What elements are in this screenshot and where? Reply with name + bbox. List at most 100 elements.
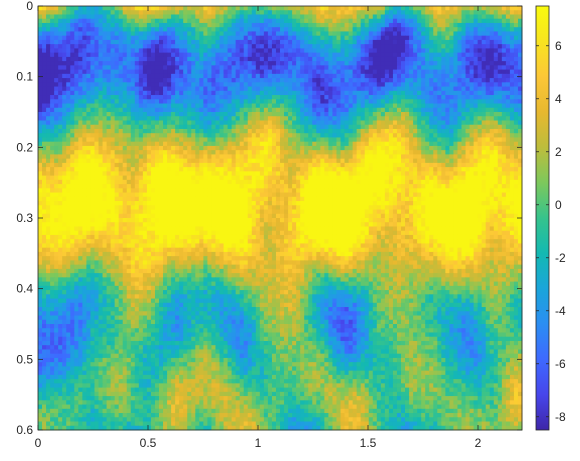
heatmap-cell <box>130 103 136 109</box>
heatmap-cell <box>388 103 394 109</box>
heatmap-cell <box>284 141 289 147</box>
heatmap-cell <box>54 35 59 41</box>
heatmap-cell <box>211 27 216 32</box>
heatmap-cell <box>437 82 442 88</box>
heatmap-cell <box>271 171 277 177</box>
heatmap-cell <box>360 162 366 168</box>
heatmap-cell <box>356 69 362 75</box>
heatmap-cell <box>243 78 249 83</box>
heatmap-cell <box>179 44 184 49</box>
heatmap-cell <box>336 99 341 105</box>
heatmap-cell <box>469 61 475 66</box>
heatmap-cell <box>259 52 265 58</box>
heatmap-cell <box>267 10 273 15</box>
heatmap-cell <box>497 90 503 96</box>
heatmap-cell <box>171 65 176 71</box>
heatmap-cell <box>54 73 59 79</box>
heatmap-cell <box>417 167 422 172</box>
heatmap-cell <box>493 154 499 160</box>
heatmap-cell <box>356 107 362 113</box>
heatmap-cell <box>405 86 410 92</box>
heatmap-cell <box>417 158 422 164</box>
heatmap-cell <box>94 167 99 172</box>
heatmap-cell <box>62 133 67 138</box>
heatmap-cell <box>66 48 71 54</box>
heatmap-cell <box>280 82 285 88</box>
heatmap-cell <box>312 78 317 83</box>
heatmap-cell <box>50 171 55 177</box>
heatmap-cell <box>501 99 507 105</box>
heatmap-cell <box>340 128 346 134</box>
heatmap-cell <box>352 44 358 49</box>
heatmap-cell <box>110 120 116 126</box>
heatmap-cell <box>300 61 305 66</box>
heatmap-cell <box>280 95 285 100</box>
heatmap-cell <box>324 90 329 96</box>
heatmap-cell <box>94 56 99 62</box>
heatmap-cell <box>409 48 414 54</box>
heatmap-cell <box>336 90 341 96</box>
heatmap-cell <box>401 133 406 138</box>
heatmap-cell <box>243 73 249 79</box>
heatmap-cell <box>159 137 164 143</box>
heatmap-cell <box>384 86 390 92</box>
heatmap-cell <box>284 44 289 49</box>
heatmap-cell <box>497 14 503 20</box>
heatmap-cell <box>513 162 519 168</box>
heatmap-cell <box>74 69 79 75</box>
heatmap-cell <box>513 158 519 164</box>
heatmap-cell <box>70 18 75 24</box>
heatmap-cell <box>509 145 515 151</box>
heatmap-cell <box>405 61 410 66</box>
heatmap-cell <box>461 65 467 71</box>
heatmap-cell <box>405 14 410 20</box>
heatmap-cell <box>50 82 55 88</box>
heatmap-cell <box>437 99 442 105</box>
heatmap-cell <box>38 162 43 168</box>
heatmap-cell <box>154 86 160 92</box>
heatmap-cell <box>509 69 515 75</box>
heatmap-cell <box>360 61 366 66</box>
heatmap-cell <box>372 167 378 172</box>
heatmap-cell <box>142 162 148 168</box>
heatmap-cell <box>150 44 156 49</box>
heatmap-cell <box>300 141 305 147</box>
heatmap-cell <box>211 48 216 54</box>
heatmap-cell <box>183 124 188 130</box>
heatmap-cell <box>251 99 257 105</box>
heatmap-cell <box>340 158 346 164</box>
heatmap-cell <box>501 86 507 92</box>
heatmap-cell <box>199 90 204 96</box>
heatmap-cell <box>501 82 507 88</box>
heatmap-cell <box>481 39 487 45</box>
heatmap-cell <box>90 107 95 113</box>
heatmap-cell <box>332 145 337 151</box>
heatmap-cell <box>154 145 160 151</box>
heatmap-cell <box>497 18 503 24</box>
heatmap-cell <box>340 48 346 54</box>
heatmap-cell <box>179 10 184 15</box>
heatmap-cell <box>517 78 523 83</box>
heatmap-cell <box>62 22 67 28</box>
heatmap-cell <box>425 56 430 62</box>
heatmap-cell <box>284 82 289 88</box>
heatmap-cell <box>255 18 261 24</box>
heatmap-cell <box>267 171 273 177</box>
heatmap-cell <box>497 124 503 130</box>
heatmap-cell <box>324 82 329 88</box>
heatmap-cell <box>421 35 426 41</box>
heatmap-cell <box>243 10 249 15</box>
heatmap-cell <box>396 44 402 49</box>
heatmap-cell <box>429 162 434 168</box>
heatmap-cell <box>336 18 341 24</box>
heatmap-cell <box>195 154 200 160</box>
heatmap-cell <box>235 90 241 96</box>
heatmap-cell <box>396 48 402 54</box>
heatmap-cell <box>517 112 523 117</box>
heatmap-cell <box>74 90 79 96</box>
heatmap-cell <box>437 137 442 143</box>
heatmap-cell <box>247 78 253 83</box>
heatmap-cell <box>324 73 329 79</box>
heatmap-cell <box>280 116 285 121</box>
heatmap-cell <box>409 112 414 117</box>
